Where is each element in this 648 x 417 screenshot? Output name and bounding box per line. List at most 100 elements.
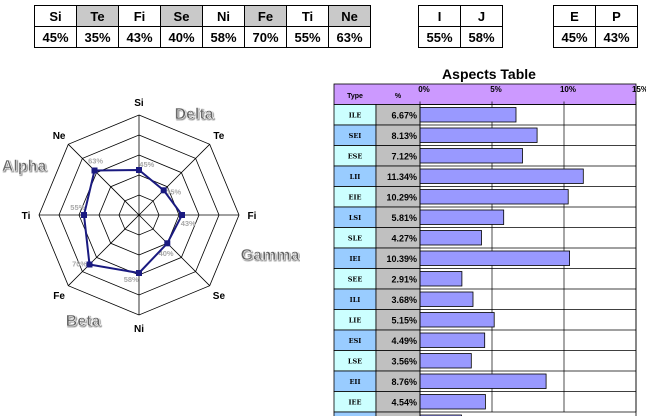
radar-value-label: 45%	[139, 160, 154, 169]
percent-label: 11.34%	[387, 172, 417, 182]
aspect-bar	[419, 107, 517, 123]
radar-axis-label: Fe	[53, 291, 65, 302]
aspect-bar	[419, 332, 486, 348]
ep-header: E	[553, 5, 596, 27]
type-label: EII	[349, 378, 360, 386]
column-header-percent: %	[395, 93, 402, 100]
type-label: LII	[350, 173, 361, 181]
radar-spoke	[138, 214, 210, 286]
function-header: Ti	[286, 5, 329, 27]
radar-quadra-label: Alpha	[2, 158, 47, 175]
percent-label: 7.12%	[391, 152, 417, 162]
aspect-bar	[419, 127, 538, 143]
radar-value-label: 35%	[166, 187, 181, 196]
chart-title: Aspects Table	[442, 66, 536, 82]
radar-spoke	[68, 144, 140, 216]
x-tick-label: 5%	[490, 85, 502, 94]
function-value: 40%	[160, 26, 203, 48]
ij-header: I	[418, 5, 461, 27]
radar-value-label: 63%	[88, 157, 103, 166]
aspect-bar	[419, 250, 571, 266]
percent-label: 2.91%	[391, 275, 417, 285]
ep-table: E P 45% 43%	[553, 5, 638, 48]
ij-table: I J 55% 58%	[418, 5, 503, 48]
percent-label: 8.76%	[391, 377, 417, 387]
type-label: LSI	[349, 214, 361, 222]
ij-header: J	[460, 5, 503, 27]
aspect-bar	[419, 189, 569, 205]
percent-label: 10.39%	[386, 254, 417, 264]
column-header-type: Type	[347, 93, 363, 100]
aspect-bar	[419, 271, 463, 287]
radar-axis-label: Te	[213, 131, 224, 142]
percent-label: 8.13%	[391, 131, 417, 141]
percent-label: 6.67%	[391, 111, 417, 121]
radar-point	[164, 240, 171, 247]
function-value: 63%	[328, 26, 371, 48]
radar-axis-label: Fi	[248, 211, 257, 222]
aspect-bar	[419, 312, 495, 328]
aspect-bar	[419, 209, 505, 225]
ep-header: P	[595, 5, 638, 27]
type-label: SEI	[349, 132, 362, 140]
radar-spoke	[138, 144, 210, 216]
x-tick-label: 10%	[560, 85, 576, 94]
function-header: Ne	[328, 5, 371, 27]
percent-label: 3.56%	[391, 357, 417, 367]
radar-value-label: 43%	[181, 219, 196, 228]
percent-label: 4.27%	[391, 234, 417, 244]
radar-axis-label: Ni	[134, 324, 144, 335]
function-value: 58%	[202, 26, 245, 48]
function-header: Te	[76, 5, 119, 27]
percent-label: 4.49%	[391, 336, 417, 346]
function-value: 35%	[76, 26, 119, 48]
radar-point	[86, 261, 93, 268]
percent-cell	[375, 411, 421, 416]
aspect-bar	[419, 168, 584, 184]
ij-value: 58%	[460, 26, 503, 48]
type-label: ESI	[349, 337, 362, 345]
type-label: EIE	[349, 194, 362, 202]
radar-point	[81, 212, 87, 218]
aspect-bar	[419, 148, 523, 164]
aspect-bar	[419, 291, 474, 307]
ij-value: 55%	[418, 26, 461, 48]
function-value: 70%	[244, 26, 287, 48]
function-header: Si	[34, 5, 77, 27]
type-label: ESE	[348, 153, 363, 161]
aspect-bar	[419, 373, 547, 389]
radar-axis-label: Si	[134, 98, 144, 109]
aspect-bar	[419, 353, 472, 369]
aspect-bar	[419, 230, 482, 246]
type-label: ILE	[349, 112, 362, 120]
ep-value: 45%	[553, 26, 596, 48]
aspects-bar-chart: Aspects Table Type% 0% 5% 10% 15% ILE 6.67% SEI 8…	[333, 66, 646, 416]
radar-quadra-label: Gamma	[241, 247, 300, 264]
radar-value-label: 70%	[72, 259, 87, 268]
function-value: 55%	[286, 26, 329, 48]
ep-value: 43%	[595, 26, 638, 48]
radar-quadra-label: Delta	[174, 106, 213, 123]
table-header-band	[333, 83, 637, 105]
percent-label: 3.68%	[391, 295, 417, 305]
type-label: LSE	[348, 358, 362, 366]
type-label: SLE	[348, 235, 362, 243]
radar-point	[179, 212, 185, 218]
radar-axis-label: Se	[213, 291, 226, 302]
functions-radar-chart: Si Te Fi Se Ni Fe Ti Ne 45% 35% 43% 40% 58% 70% 55% 63%…	[1, 98, 300, 335]
type-label: SEE	[348, 276, 363, 284]
radar-value-label: 55%	[70, 203, 85, 212]
percent-label: 4.54%	[391, 398, 417, 408]
type-label: LIE	[349, 317, 362, 325]
radar-axis-label: Ne	[53, 131, 66, 142]
type-label: IEE	[349, 399, 362, 407]
radar-point	[91, 167, 98, 174]
radar-point	[160, 187, 167, 194]
radar-point	[136, 270, 142, 276]
radar-quadra-label: Beta	[66, 313, 101, 330]
functions-table: Si Te Fi Se Ni Fe Ti Ne 45% 35% 43% 40% …	[34, 5, 371, 48]
function-value: 45%	[34, 26, 77, 48]
x-tick-label: 0%	[418, 85, 430, 94]
radar-value-label: 40%	[159, 249, 174, 258]
percent-label: 10.29%	[386, 193, 417, 203]
